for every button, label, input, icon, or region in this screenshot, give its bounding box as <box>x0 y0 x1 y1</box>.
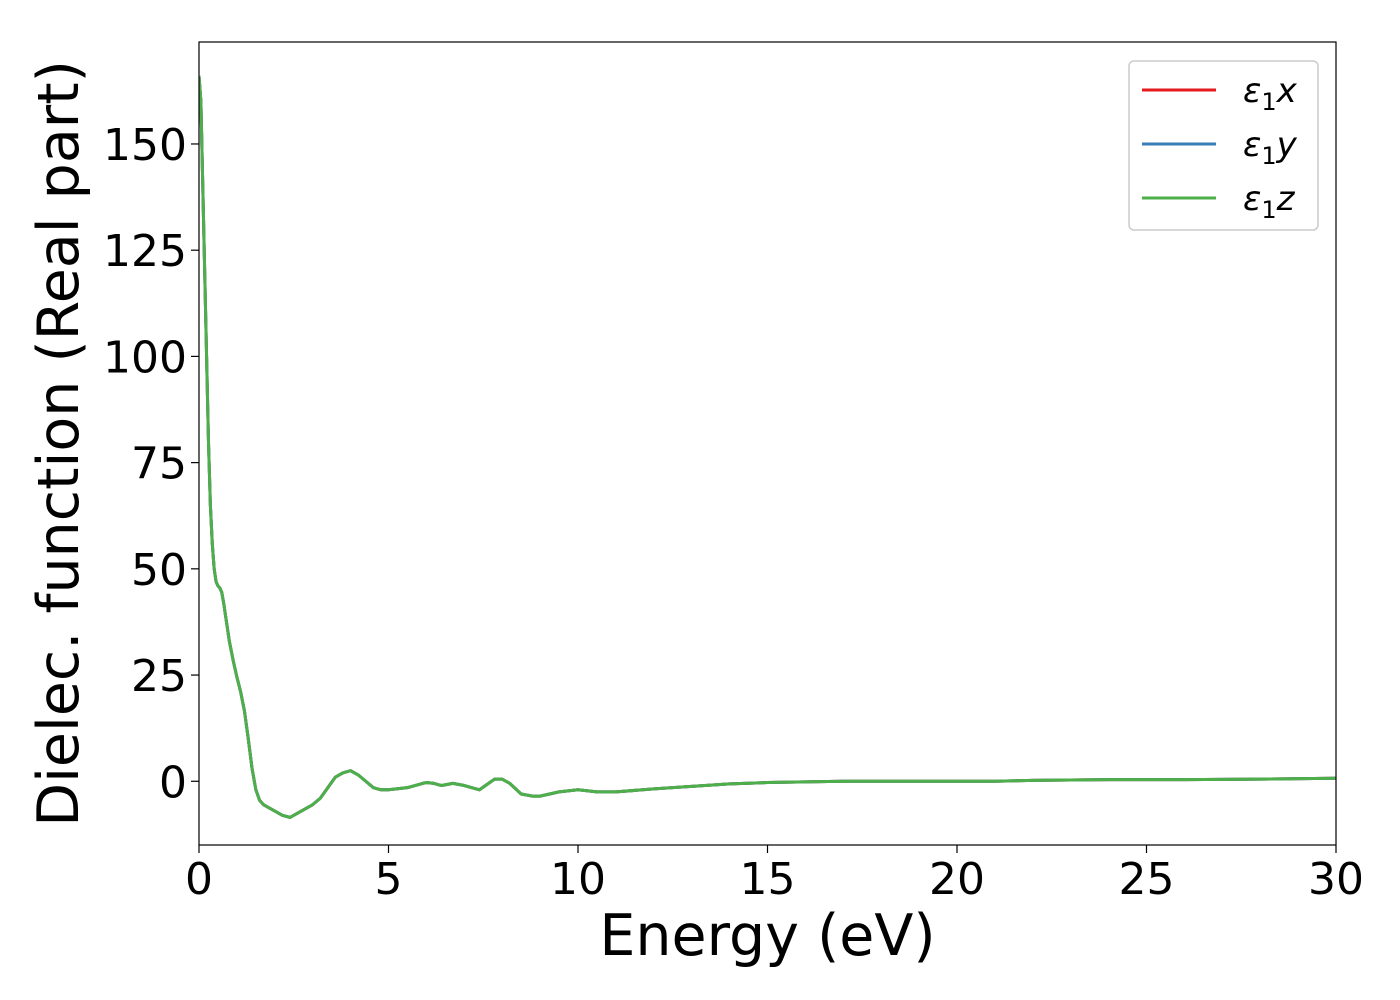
x-tick-label: 0 <box>185 854 213 905</box>
x-tick-label: 15 <box>740 854 796 905</box>
x-tick-label: 5 <box>375 854 403 905</box>
series-line-3 <box>199 75 1336 819</box>
x-tick-label: 25 <box>1119 854 1175 905</box>
y-axis-ticks: 0 25 50 75 100 125 150 <box>103 120 199 808</box>
y-tick-label: 100 <box>103 332 187 383</box>
legend-box <box>1128 60 1319 231</box>
x-axis-ticks: 0 5 10 15 20 25 30 <box>185 845 1364 905</box>
y-axis-label: Dielec. function (Real part) <box>26 60 92 827</box>
y-tick-label: 150 <box>103 120 187 171</box>
y-tick-label: 50 <box>131 545 187 596</box>
legend: ε1x ε1y ε1z <box>1128 60 1319 231</box>
x-tick-label: 30 <box>1308 854 1364 905</box>
legend-label-2: ε1y <box>1243 125 1298 170</box>
legend-label-1: ε1x <box>1243 71 1298 116</box>
y-tick-label: 25 <box>131 651 187 702</box>
series-layer <box>199 75 1336 819</box>
y-tick-label: 75 <box>131 439 187 490</box>
x-tick-label: 20 <box>929 854 985 905</box>
y-tick-label: 0 <box>159 757 187 808</box>
x-axis-label: Energy (eV) <box>599 903 935 969</box>
x-tick-label: 10 <box>550 854 606 905</box>
y-tick-label: 125 <box>103 226 187 277</box>
legend-label-3: ε1z <box>1243 179 1296 224</box>
